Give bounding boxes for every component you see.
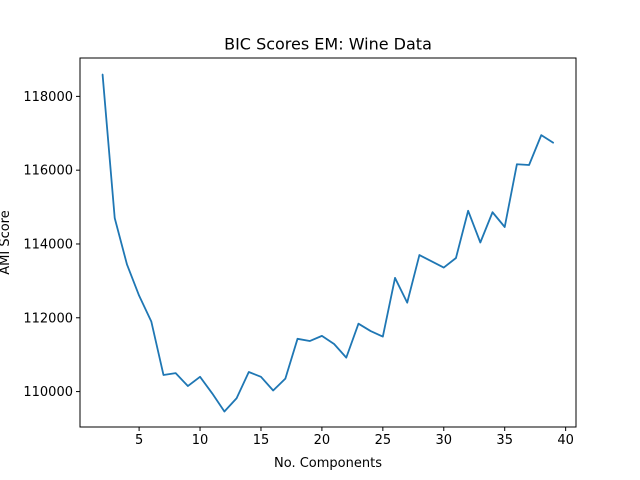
- x-tick-label: 30: [436, 433, 453, 448]
- data-point: [162, 374, 165, 376]
- x-axis: 5 10 15 20 25 30 35 40: [135, 427, 574, 448]
- data-point: [284, 378, 286, 380]
- x-tick-label: 10: [192, 433, 209, 448]
- data-point: [382, 336, 384, 338]
- data-point: [430, 260, 433, 262]
- y-tick-label: 110000: [23, 385, 73, 400]
- data-point: [150, 320, 152, 323]
- data-point: [114, 217, 116, 219]
- x-tick-label: 25: [375, 433, 392, 448]
- data-point: [309, 340, 311, 342]
- data-point: [333, 343, 335, 345]
- data-point: [443, 266, 445, 269]
- x-tick-label: 5: [135, 433, 143, 448]
- plot-frame: [79, 57, 577, 428]
- data-point: [418, 254, 420, 256]
- data-point: [479, 241, 481, 244]
- data-point: [296, 338, 299, 340]
- y-tick-label: 112000: [23, 311, 73, 326]
- y-axis: 110000 112000 114000 116000 118000: [23, 90, 80, 400]
- data-point: [504, 226, 506, 228]
- data-point: [175, 372, 177, 374]
- data-point: [211, 392, 213, 395]
- data-point: [126, 263, 128, 265]
- data-point: [260, 376, 262, 378]
- plot-area: [101, 73, 555, 413]
- data-point: [528, 164, 530, 166]
- data-point: [187, 385, 189, 387]
- y-axis-label: AMI Score: [0, 210, 13, 275]
- data-point: [540, 134, 542, 136]
- x-axis-label: No. Components: [274, 456, 382, 471]
- data-point: [345, 357, 347, 359]
- data-point: [321, 335, 323, 337]
- y-tick-label: 118000: [23, 90, 73, 105]
- data-point: [357, 323, 360, 325]
- data-point: [138, 295, 140, 297]
- data-point: [552, 142, 555, 144]
- data-point: [248, 371, 250, 373]
- data-point: [101, 73, 104, 75]
- y-tick-label: 116000: [23, 164, 73, 179]
- chart-title: BIC Scores EM: Wine Data: [224, 35, 432, 54]
- data-point: [370, 330, 372, 332]
- data-point: [199, 376, 201, 378]
- data-point: [467, 210, 469, 212]
- data-point: [223, 410, 226, 413]
- x-tick-label: 40: [557, 433, 574, 448]
- data-point: [406, 302, 408, 304]
- data-point: [491, 211, 494, 213]
- x-tick-label: 15: [253, 433, 270, 448]
- y-tick-label: 114000: [23, 237, 73, 252]
- x-tick-label: 35: [496, 433, 513, 448]
- data-point: [236, 397, 238, 399]
- x-tick-label: 20: [314, 433, 331, 448]
- data-point: [516, 163, 518, 165]
- data-point: [455, 257, 457, 259]
- data-point: [272, 389, 274, 392]
- series-line-0: [101, 74, 554, 413]
- data-point: [394, 277, 396, 279]
